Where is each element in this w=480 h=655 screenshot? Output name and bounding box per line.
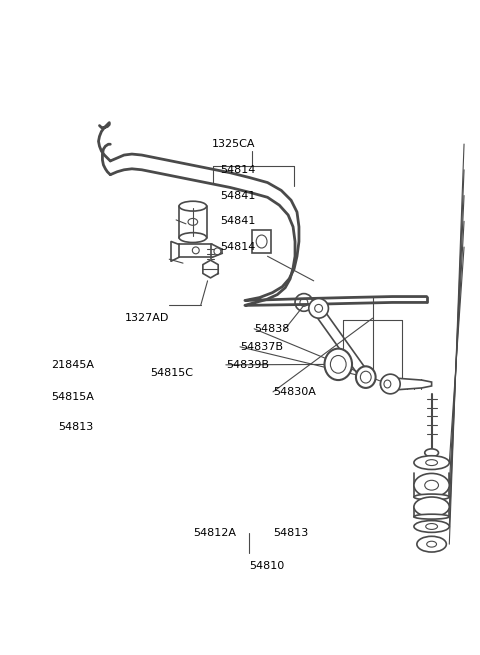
Text: 54810: 54810 (250, 561, 285, 571)
Ellipse shape (417, 536, 446, 552)
Ellipse shape (356, 366, 376, 388)
Text: 54813: 54813 (59, 422, 94, 432)
Text: 1325CA: 1325CA (212, 139, 255, 149)
Ellipse shape (360, 371, 371, 383)
Ellipse shape (414, 497, 449, 517)
Circle shape (381, 374, 400, 394)
Polygon shape (395, 378, 432, 390)
Text: 54841: 54841 (220, 191, 255, 200)
Text: 54814: 54814 (220, 242, 255, 252)
Text: 54813: 54813 (273, 529, 308, 538)
Text: 54839B: 54839B (226, 360, 269, 370)
Text: 54830A: 54830A (273, 387, 316, 397)
Text: 54841: 54841 (220, 216, 255, 226)
Ellipse shape (414, 456, 449, 470)
Ellipse shape (384, 380, 391, 388)
Circle shape (309, 299, 328, 318)
Ellipse shape (426, 523, 437, 529)
Ellipse shape (414, 521, 449, 533)
Ellipse shape (414, 494, 449, 500)
Text: 54815C: 54815C (150, 367, 193, 377)
Ellipse shape (330, 356, 346, 373)
Text: 54815A: 54815A (51, 392, 94, 402)
Ellipse shape (414, 474, 449, 497)
Ellipse shape (425, 480, 439, 490)
Ellipse shape (427, 541, 436, 547)
Text: 54838: 54838 (254, 324, 289, 334)
Text: 54812A: 54812A (193, 529, 236, 538)
Text: 54837B: 54837B (240, 342, 283, 352)
Text: 1327AD: 1327AD (124, 313, 169, 323)
Ellipse shape (426, 460, 437, 466)
Text: 54814: 54814 (220, 165, 255, 175)
Bar (252, 230, 272, 253)
Ellipse shape (425, 449, 439, 457)
Ellipse shape (381, 376, 394, 392)
Polygon shape (203, 260, 218, 278)
Text: 21845A: 21845A (51, 360, 95, 370)
Ellipse shape (324, 348, 352, 380)
Ellipse shape (414, 514, 449, 519)
